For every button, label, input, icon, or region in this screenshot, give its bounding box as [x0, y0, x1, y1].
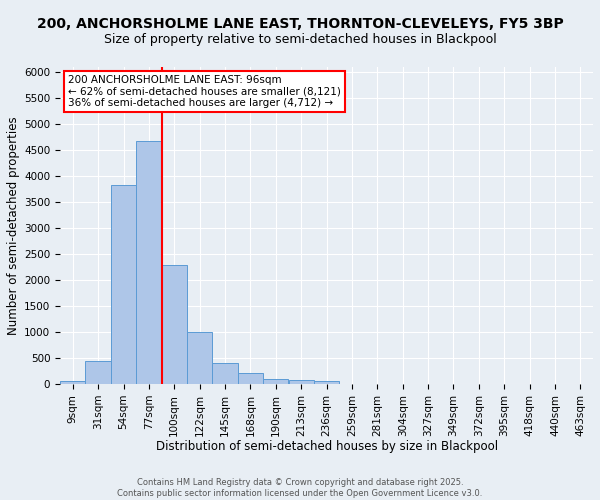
Bar [212, 362, 238, 384]
Text: 200 ANCHORSHOLME LANE EAST: 96sqm
← 62% of semi-detached houses are smaller (8,1: 200 ANCHORSHOLME LANE EAST: 96sqm ← 62% … [68, 74, 341, 108]
Bar [60, 382, 85, 384]
Bar [238, 374, 263, 384]
Bar [136, 141, 161, 384]
Text: Size of property relative to semi-detached houses in Blackpool: Size of property relative to semi-detach… [104, 32, 496, 46]
Bar [263, 379, 289, 384]
Text: Contains HM Land Registry data © Crown copyright and database right 2025.
Contai: Contains HM Land Registry data © Crown c… [118, 478, 482, 498]
Bar [85, 360, 111, 384]
Y-axis label: Number of semi-detached properties: Number of semi-detached properties [7, 116, 20, 335]
Text: 200, ANCHORSHOLME LANE EAST, THORNTON-CLEVELEYS, FY5 3BP: 200, ANCHORSHOLME LANE EAST, THORNTON-CL… [37, 18, 563, 32]
X-axis label: Distribution of semi-detached houses by size in Blackpool: Distribution of semi-detached houses by … [155, 440, 497, 453]
Bar [187, 332, 212, 384]
Bar [289, 380, 314, 384]
Bar [314, 381, 339, 384]
Bar [111, 186, 136, 384]
Bar [161, 265, 187, 384]
